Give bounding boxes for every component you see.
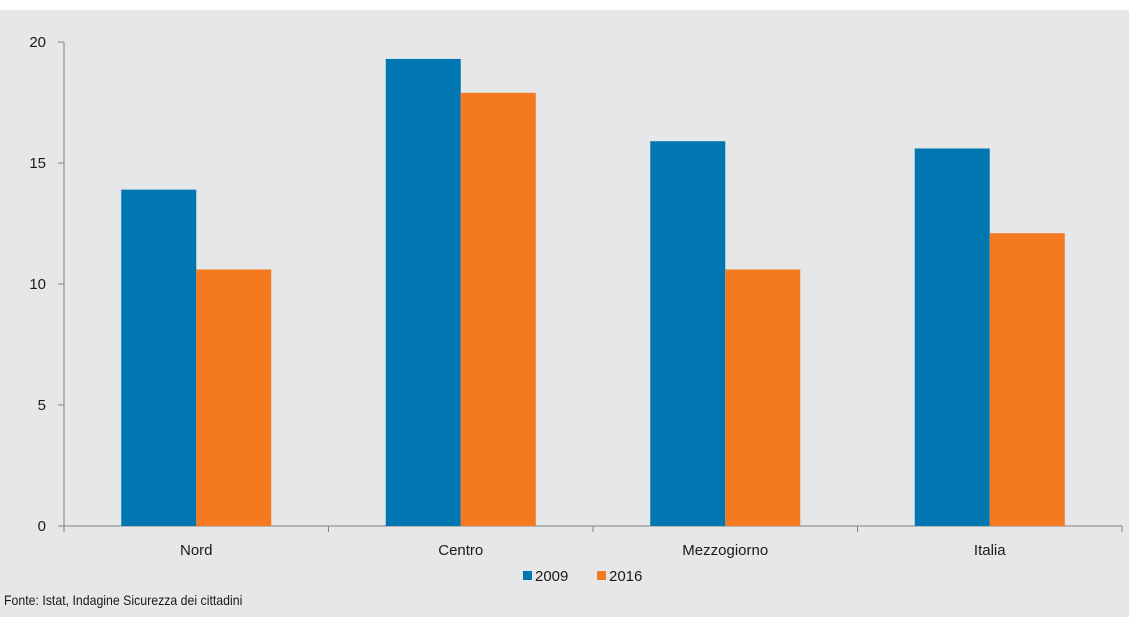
legend-label-2016: 2016 xyxy=(609,568,642,585)
legend-label-2009: 2009 xyxy=(535,568,568,585)
y-tick-label: 15 xyxy=(29,155,46,172)
legend-swatch-2016 xyxy=(597,571,606,580)
bar-2016-centro xyxy=(460,92,536,526)
bar-2009-italia xyxy=(914,148,990,527)
y-tick-label: 0 xyxy=(38,518,46,535)
bar-2009-mezzogiorno xyxy=(650,141,726,526)
x-tick-label: Nord xyxy=(180,542,213,559)
bar-2009-centro xyxy=(385,58,461,526)
bar-2016-italia xyxy=(989,233,1065,526)
x-tick-label: Italia xyxy=(974,542,1006,559)
x-tick-label: Centro xyxy=(438,542,483,559)
bar-2016-nord xyxy=(196,269,272,526)
x-tick-label: Mezzogiorno xyxy=(682,542,768,559)
y-tick-label: 10 xyxy=(29,276,46,293)
legend-swatch-2009 xyxy=(523,571,532,580)
bar-2016-mezzogiorno xyxy=(725,269,801,526)
source-note: Fonte: Istat, Indagine Sicurezza dei cit… xyxy=(4,592,243,608)
bar-2009-nord xyxy=(121,189,197,526)
y-tick-label: 5 xyxy=(38,397,46,414)
y-tick-label: 20 xyxy=(29,34,46,51)
